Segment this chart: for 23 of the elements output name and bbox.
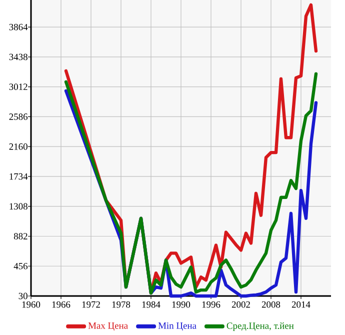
y-tick-label: 3438 <box>9 54 28 60</box>
legend-label: Сред.Цена, т.йен <box>226 322 294 331</box>
x-tick-label: 1972 <box>82 301 100 308</box>
y-tick-label: 3864 <box>9 24 28 30</box>
y-tick-label: 2586 <box>9 114 28 120</box>
y-tick-label: 456 <box>14 262 28 270</box>
x-tick-label: 2008 <box>262 301 280 308</box>
y-tick-label: 1308 <box>10 203 28 210</box>
x-tick-label: 1960 <box>22 301 40 308</box>
y-tick-label: 1734 <box>10 173 28 180</box>
x-tick-label: 2014 <box>292 301 310 308</box>
legend-label: Min Цена <box>158 322 196 331</box>
x-tick-label: 1978 <box>112 301 130 308</box>
x-tick-label: 1990 <box>172 301 190 308</box>
y-tick-label: 3012 <box>9 84 28 90</box>
x-tick-label: 1996 <box>202 301 220 308</box>
x-tick-label: 2002 <box>232 301 250 308</box>
x-tick-label: 1966 <box>52 301 70 308</box>
x-tick-label: 1984 <box>142 301 160 308</box>
legend-label: Max Цена <box>88 322 128 331</box>
y-tick-label: 30 <box>18 292 28 300</box>
y-tick-label: 882 <box>14 233 28 240</box>
y-tick-label: 2160 <box>9 143 28 150</box>
